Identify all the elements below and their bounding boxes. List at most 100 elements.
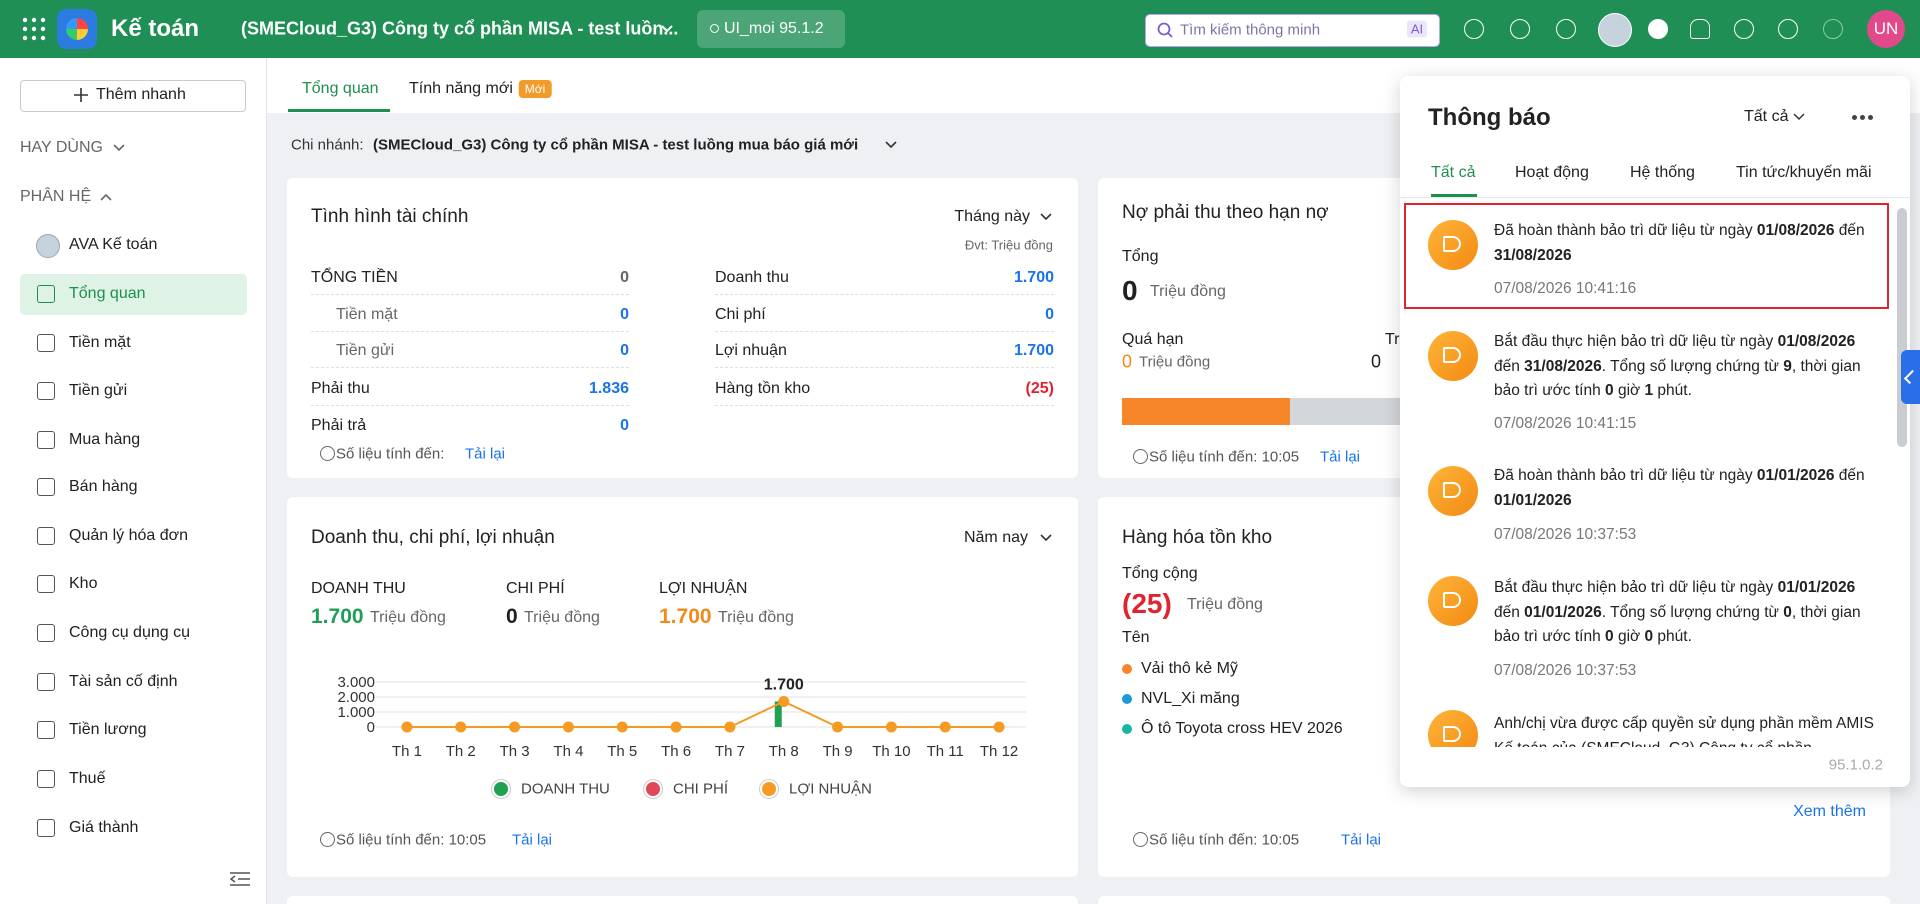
- item-name: Ô tô Toyota cross HEV 2026: [1141, 720, 1343, 737]
- menu-item[interactable]: AVA Kế toán: [69, 236, 158, 253]
- highlight: 0: [1605, 382, 1614, 399]
- user-photo[interactable]: [1598, 13, 1632, 47]
- legend-label[interactable]: CHI PHÍ: [673, 780, 729, 798]
- version-label[interactable]: UI_moi 95.1.2: [724, 20, 824, 37]
- chevron-path: [1793, 113, 1805, 121]
- chat-icon[interactable]: [1648, 19, 1668, 39]
- ai-badge: AI: [1406, 20, 1428, 38]
- section-label[interactable]: PHÂN HỆ: [20, 188, 92, 205]
- menu-item[interactable]: Tiền lương: [69, 721, 147, 738]
- unit: Triệu đồng: [1139, 353, 1211, 371]
- chevron-path: [1040, 213, 1052, 221]
- unit: Triệu đồng: [1150, 283, 1226, 300]
- tab[interactable]: Tổng quan: [302, 80, 379, 97]
- search-placeholder[interactable]: Tìm kiếm thông minh: [1180, 21, 1321, 39]
- more-dot: [1860, 115, 1865, 120]
- avatar[interactable]: [1867, 10, 1905, 48]
- reload-link[interactable]: Tải lại: [1341, 831, 1382, 849]
- new-badge: Mới: [518, 80, 552, 98]
- version-badge[interactable]: [697, 10, 845, 48]
- row-divider: [311, 331, 629, 332]
- message: Đã hoàn thành bảo trì dữ liệu từ ngày: [1494, 467, 1757, 484]
- menu-item[interactable]: Giá thành: [69, 819, 139, 836]
- ai-avatar: [36, 234, 60, 258]
- search-box[interactable]: [1145, 14, 1440, 47]
- message: đến: [1834, 222, 1865, 239]
- reload-link[interactable]: Tải lại: [512, 831, 553, 849]
- highlight: 01/01/2026: [1494, 491, 1572, 509]
- period-select[interactable]: Tháng này: [954, 208, 1030, 225]
- x-tick-label: Th 6: [661, 743, 691, 760]
- x-tick-label: Th 2: [446, 743, 476, 760]
- dropdown-chevron[interactable]: [1039, 212, 1053, 222]
- reload-link[interactable]: Tải lại: [1320, 448, 1361, 466]
- menu-item[interactable]: Tài sản cố định: [69, 673, 178, 690]
- notification-text[interactable]: Đã hoàn thành bảo trì dữ liệu từ ngày 01…: [1494, 464, 1874, 513]
- point: [616, 721, 628, 733]
- branch-value[interactable]: (SMECloud_G3) Công ty cổ phần MISA - tes…: [373, 136, 859, 154]
- branch-label: Chi nhánh:: [291, 136, 364, 154]
- menu-item[interactable]: Bán hàng: [69, 478, 138, 495]
- point: [509, 721, 521, 733]
- period-select[interactable]: Năm nay: [963, 529, 1028, 546]
- branch-chevron[interactable]: [884, 140, 898, 150]
- section-label[interactable]: HAY DÙNG: [20, 139, 103, 156]
- menu-item[interactable]: Tiền gửi: [69, 382, 128, 399]
- play-icon[interactable]: [1510, 19, 1530, 39]
- company-name[interactable]: (SMECloud_G3) Công ty cổ phần MISA - tes…: [241, 18, 679, 39]
- modules-chevron[interactable]: [99, 192, 113, 202]
- message: đến: [1494, 603, 1525, 621]
- notification-text[interactable]: Anh/chị vừa được cấp quyền sử dụng phần …: [1494, 712, 1874, 747]
- notification-text[interactable]: Bắt đầu thực hiện bảo trì dữ liệu từ ngà…: [1494, 330, 1874, 404]
- menu-item[interactable]: Thuế: [69, 770, 106, 787]
- sidebar: [0, 58, 267, 904]
- menu-item[interactable]: Kho: [69, 575, 98, 592]
- legend-label[interactable]: LỢI NHUẬN: [789, 780, 872, 798]
- menu-icon: [37, 431, 55, 449]
- highlight: 01/01/2026: [1524, 603, 1602, 621]
- settings-icon[interactable]: [1556, 19, 1576, 39]
- field-label: Quá hạn: [1122, 331, 1184, 348]
- more-link[interactable]: Xem thêm: [1793, 803, 1866, 820]
- message: Bắt đầu thực hiện bảo trì dữ liệu từ ngà…: [1494, 579, 1778, 596]
- item-name: Vải thô kẻ Mỹ: [1141, 660, 1238, 677]
- bell-icon[interactable]: [1690, 19, 1710, 39]
- highlight: 9: [1783, 357, 1792, 375]
- row-value: 1.700: [1013, 342, 1054, 359]
- dropdown-chevron[interactable]: [1039, 533, 1053, 543]
- message: đến: [1494, 357, 1525, 375]
- row-label: Phải trả: [311, 417, 367, 434]
- kpi-label: DOANH THU: [311, 580, 406, 597]
- menu-item[interactable]: Tổng quan: [69, 285, 146, 302]
- collapse-icon[interactable]: [230, 872, 250, 886]
- help-icon[interactable]: [1734, 19, 1754, 39]
- filter-select[interactable]: Tất cả: [1744, 108, 1789, 125]
- legend-label[interactable]: DOANH THU: [521, 780, 610, 798]
- highlight: 31/08/2026: [1524, 357, 1602, 375]
- download-icon[interactable]: [1464, 19, 1484, 39]
- highlight: 1: [1644, 382, 1654, 399]
- kpi-value: 0: [506, 605, 518, 628]
- reload-link[interactable]: Tải lại: [465, 445, 506, 463]
- notification-text[interactable]: Đã hoàn thành bảo trì dữ liệu từ ngày 01…: [1494, 219, 1874, 268]
- notification-time: 07/08/2026 10:37:53: [1494, 662, 1637, 679]
- panel-tab[interactable]: Tất cả: [1431, 164, 1476, 181]
- more-icon[interactable]: [1778, 19, 1798, 39]
- apps-icon[interactable]: [22, 17, 46, 41]
- filter-chevron[interactable]: [1793, 112, 1805, 122]
- quick-add-label[interactable]: Thêm nhanh: [96, 86, 186, 103]
- frequent-chevron[interactable]: [112, 143, 126, 153]
- quick-add-button[interactable]: [20, 80, 246, 112]
- menu-item[interactable]: Tiền mặt: [69, 334, 131, 351]
- tab[interactable]: Tính năng mới: [409, 80, 513, 97]
- panel-tab[interactable]: Hoạt động: [1515, 164, 1589, 181]
- menu-item[interactable]: Công cụ dụng cụ: [69, 624, 190, 641]
- menu-item[interactable]: Quản lý hóa đơn: [69, 527, 189, 544]
- account-icon[interactable]: [1823, 19, 1843, 39]
- menu-item[interactable]: Mua hàng: [69, 431, 141, 448]
- panel-tab[interactable]: Hệ thống: [1630, 164, 1695, 181]
- highlight: 01/01/2026: [1756, 467, 1835, 484]
- company-chevron[interactable]: [660, 23, 674, 35]
- notification-text[interactable]: Bắt đầu thực hiện bảo trì dữ liệu từ ngà…: [1494, 576, 1874, 650]
- panel-tab[interactable]: Tin tức/khuyến mãi: [1736, 164, 1872, 181]
